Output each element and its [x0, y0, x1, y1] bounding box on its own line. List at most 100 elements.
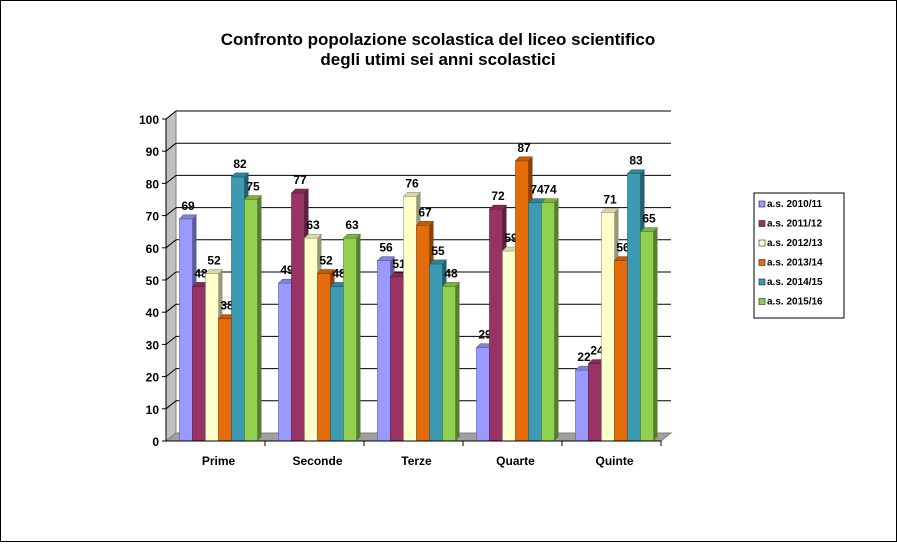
data-label: 69 — [181, 199, 195, 213]
data-label: 74 — [543, 183, 557, 197]
bar — [342, 233, 362, 442]
legend-swatch — [758, 200, 766, 208]
gridline-diag — [165, 400, 177, 410]
bar-front — [515, 160, 529, 442]
gridline-diag — [165, 207, 177, 216]
data-label: 52 — [319, 254, 333, 268]
bar-front — [278, 282, 292, 442]
gridline-diag — [165, 142, 177, 152]
data-label: 56 — [379, 241, 393, 255]
bar — [441, 282, 461, 442]
data-label: 24 — [590, 344, 604, 358]
bar-front — [403, 195, 417, 442]
legend-label: a.s. 2013/14 — [767, 258, 823, 269]
bar-front — [218, 318, 232, 442]
data-label: 71 — [603, 192, 617, 206]
bar-front — [489, 208, 503, 442]
bar — [540, 198, 560, 442]
data-label: 48 — [194, 266, 208, 280]
data-label: 56 — [616, 241, 630, 255]
data-label: 76 — [405, 176, 419, 190]
y-tick-label: 20 — [146, 371, 160, 385]
y-tick-label: 30 — [146, 338, 160, 352]
bar — [639, 227, 659, 442]
bar-front — [476, 347, 490, 442]
data-label: 75 — [246, 180, 260, 194]
bar-front — [244, 199, 258, 442]
legend-swatch — [758, 259, 766, 266]
bar-front — [205, 273, 219, 442]
chart-title-line-2: degli utimi sei anni scolastici — [320, 50, 555, 69]
data-label: 83 — [629, 154, 643, 168]
bar-front — [502, 250, 516, 442]
bar-side — [356, 234, 361, 441]
bar-front — [330, 286, 344, 442]
data-label: 65 — [642, 212, 656, 226]
bar-front — [575, 369, 589, 442]
bar-side — [257, 195, 262, 441]
data-label: 29 — [478, 328, 492, 342]
bar-front — [192, 286, 206, 442]
bar-front — [614, 260, 628, 442]
data-label: 63 — [345, 218, 359, 232]
y-tick-label: 70 — [146, 210, 160, 224]
bar-front — [343, 237, 357, 442]
gridline-diag — [165, 368, 177, 377]
bar-front — [304, 237, 318, 442]
data-label: 38 — [220, 299, 234, 313]
bar-front — [317, 273, 331, 442]
data-label: 48 — [444, 266, 458, 280]
data-label: 55 — [431, 244, 445, 258]
data-label: 51 — [392, 257, 406, 271]
legend-swatch — [758, 278, 766, 286]
data-label: 49 — [280, 263, 294, 277]
y-tick-label: 60 — [146, 242, 160, 256]
bar-front — [627, 173, 641, 442]
bar-front — [588, 363, 602, 442]
bar-front — [390, 276, 404, 442]
legend: a.s. 2010/11 a.s. 2011/12 a.s. 2012/13 a.s.… — [753, 192, 845, 319]
x-tick-label: Prime — [202, 454, 236, 468]
data-label: 67 — [418, 205, 432, 219]
bar-front — [429, 263, 443, 442]
data-label: 63 — [306, 218, 320, 232]
data-label: 87 — [517, 141, 531, 155]
y-tick-label: 10 — [146, 403, 160, 417]
legend-swatch — [758, 239, 766, 247]
legend-swatch — [758, 220, 766, 227]
legend-label: a.s. 2014/15 — [767, 277, 823, 288]
gridline-diag — [165, 336, 177, 345]
y-tick-label: 0 — [152, 435, 159, 449]
y-tick-label: 90 — [146, 145, 160, 159]
x-tick-label: Terze — [401, 454, 432, 468]
bar-front — [528, 202, 542, 442]
bar-front — [231, 176, 245, 442]
legend-label: a.s. 2015/16 — [767, 297, 823, 308]
bar-side — [653, 227, 658, 441]
legend-box — [753, 192, 845, 319]
x-tick-label: Seconde — [292, 454, 342, 468]
data-label: 82 — [233, 157, 247, 171]
legend-label: a.s. 2011/12 — [767, 219, 822, 230]
data-label: 72 — [491, 189, 505, 203]
chart-title-line-1: Confronto popolazione scolastica del lic… — [221, 30, 656, 49]
x-tick-label: Quinte — [596, 454, 634, 468]
data-label: 52 — [207, 254, 221, 268]
data-label: 48 — [332, 266, 346, 280]
bar-front — [442, 286, 456, 442]
data-label: 77 — [293, 173, 307, 187]
bar-side — [455, 282, 460, 441]
gridline-diag — [165, 110, 177, 120]
y-tick-label: 80 — [146, 177, 160, 191]
y-tick-label: 100 — [139, 113, 159, 127]
legend-label: a.s. 2010/11 — [767, 199, 822, 210]
bar-front — [601, 212, 615, 442]
y-tick-label: 50 — [146, 274, 160, 288]
data-label: 59 — [504, 231, 518, 245]
bar-front — [416, 224, 430, 442]
gridline-diag — [165, 271, 177, 281]
bar-front — [291, 192, 305, 442]
bar — [243, 195, 263, 442]
bar-front — [179, 218, 193, 442]
